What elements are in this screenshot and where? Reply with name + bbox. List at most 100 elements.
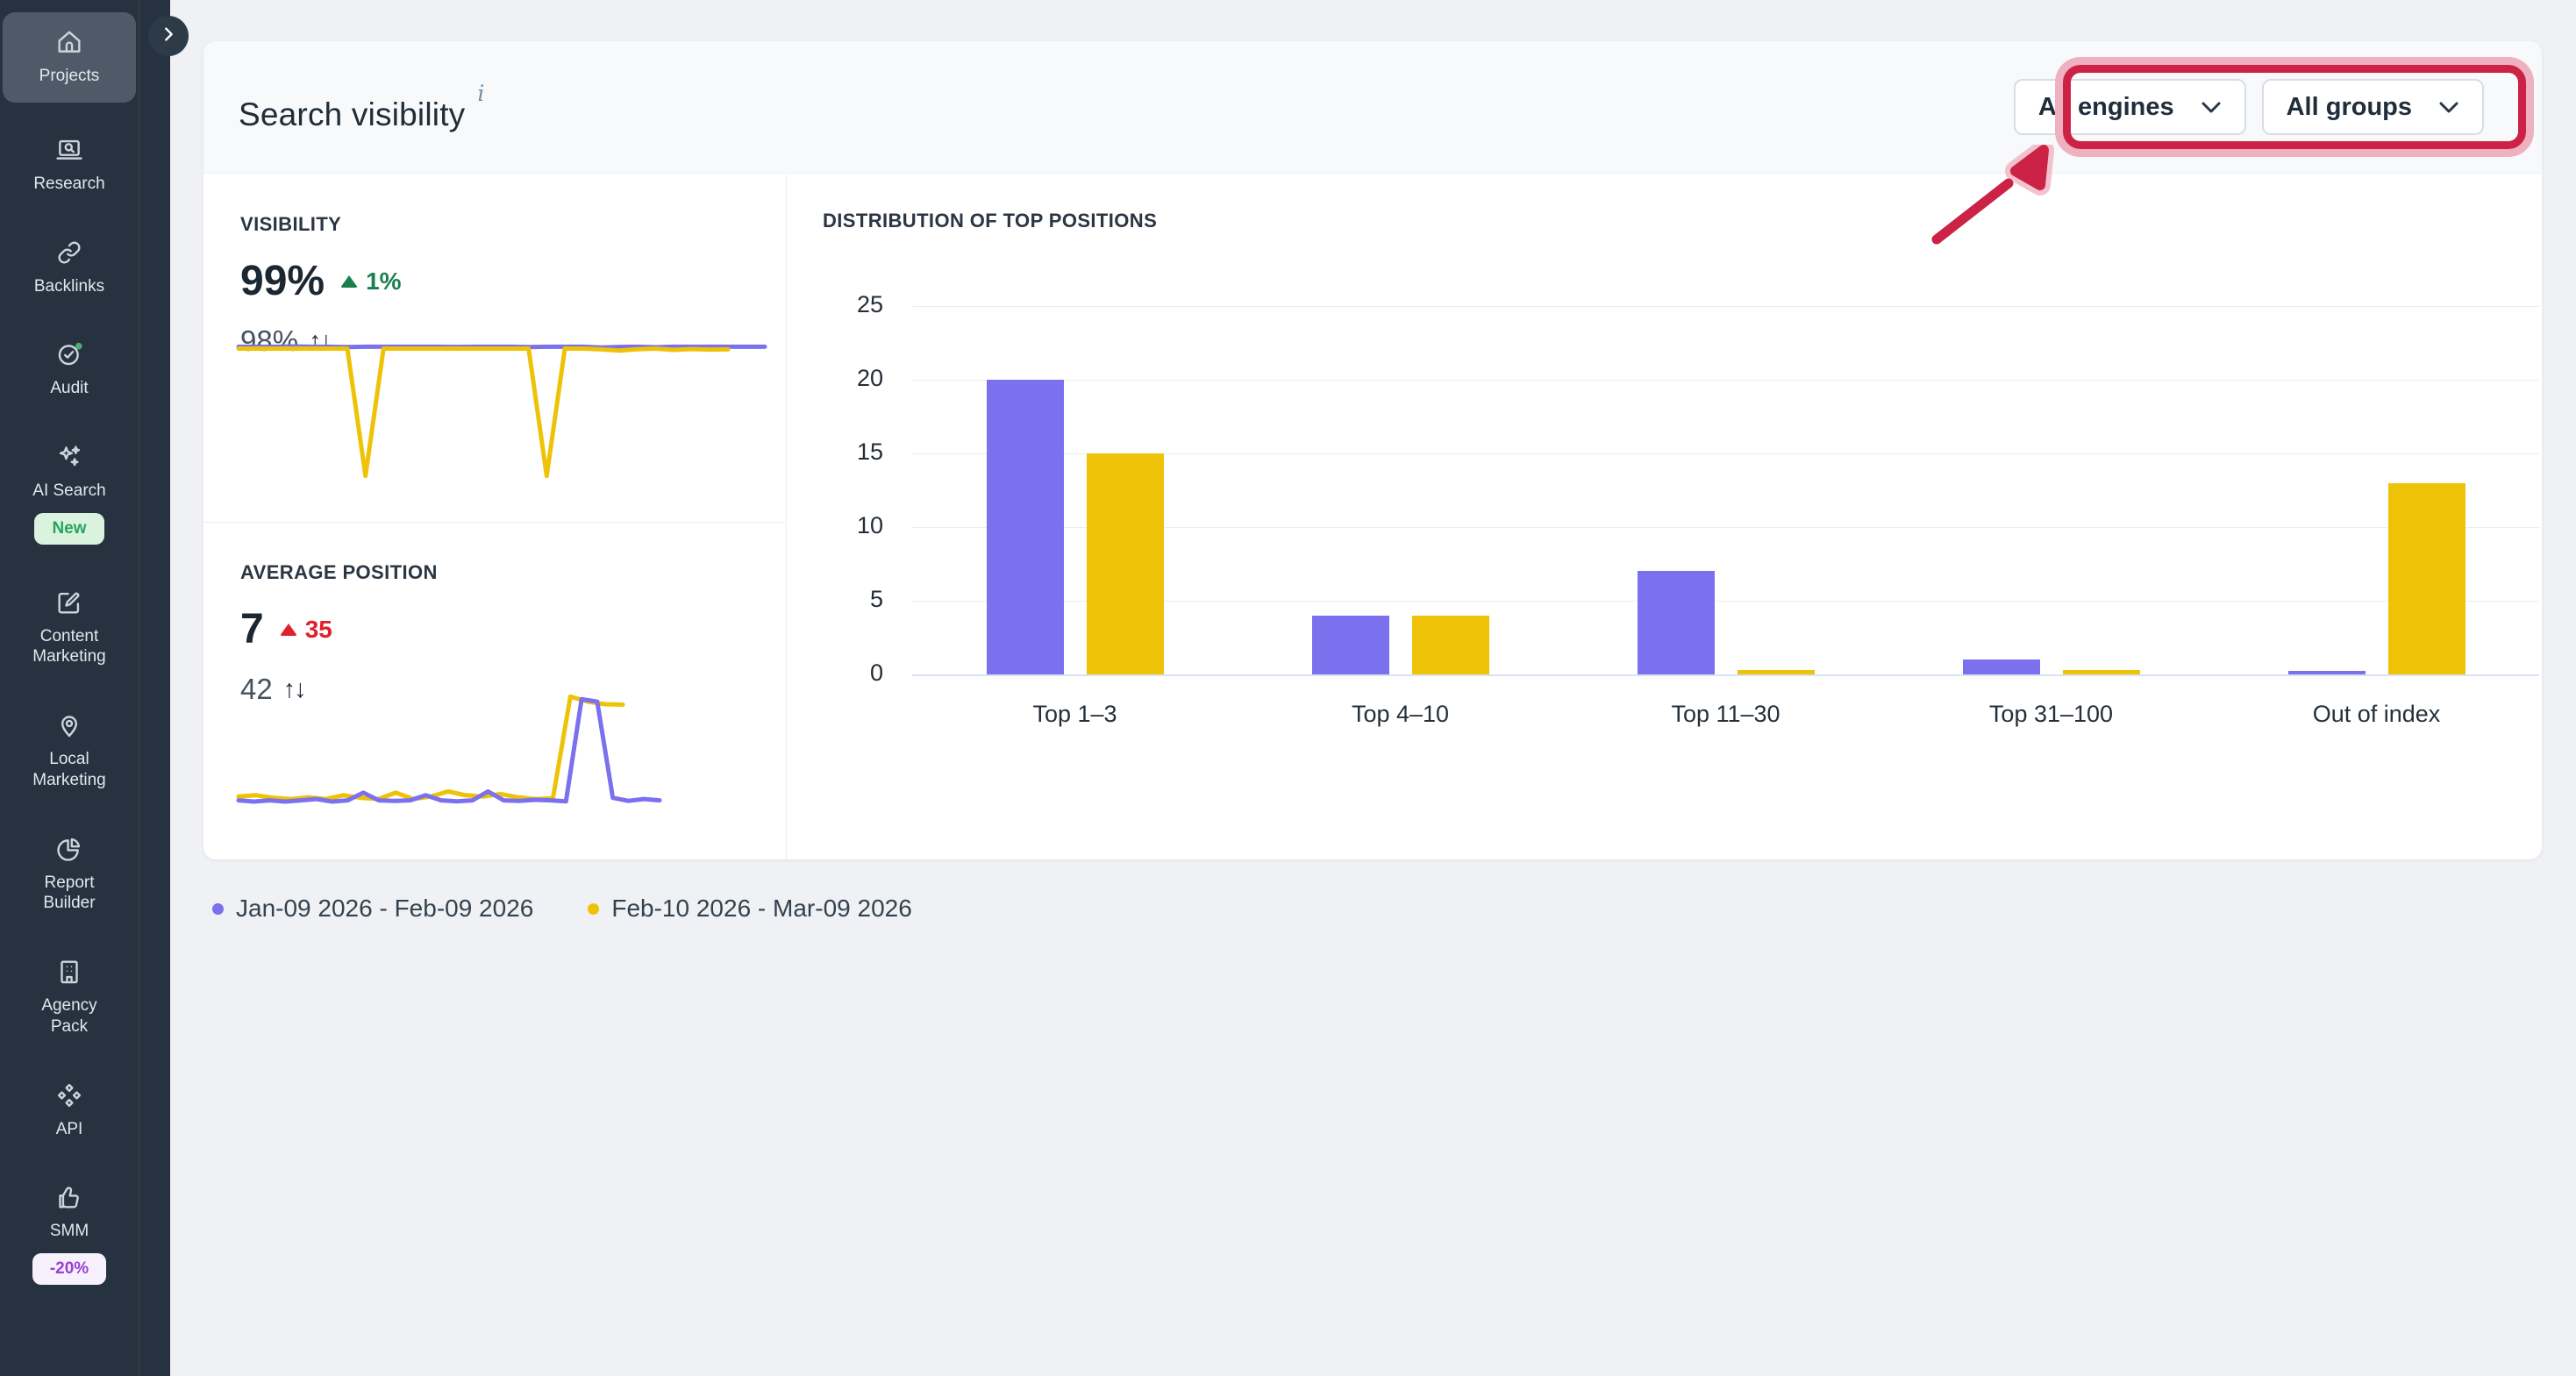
page-title: Search visibilityi: [239, 81, 485, 132]
legend-label: Feb-10 2026 - Mar-09 2026: [611, 895, 912, 922]
sparkline-series: [236, 346, 731, 479]
sidebar-item-local-marketing[interactable]: Local Marketing: [3, 699, 136, 802]
sidebar-item-agency-pack[interactable]: Agency Pack: [3, 945, 136, 1048]
bar-period2-2[interactable]: [1411, 615, 1489, 674]
legend-item-2[interactable]: Feb-10 2026 - Mar-09 2026: [588, 895, 912, 923]
engines-filter-label: All engines: [2037, 92, 2174, 121]
backlinks-icon: [54, 237, 85, 268]
bar-chart-title: DISTRIBUTION OF TOP POSITIONS: [823, 210, 1158, 232]
sidebar-item-ai-search[interactable]: AI Search New: [3, 431, 136, 555]
bar-period2-3[interactable]: [1737, 669, 1815, 674]
bar-period1-5[interactable]: [2287, 671, 2365, 674]
chevron-down-icon: [2201, 93, 2222, 122]
agency-pack-icon: [54, 956, 85, 987]
bar-period1-2[interactable]: [1311, 615, 1389, 674]
sidebar-item-label: Projects: [39, 67, 100, 85]
sidebar-expand-button[interactable]: [148, 16, 189, 56]
average-position-compare-value: 42: [240, 673, 273, 705]
sidebar-secondary-strip: [139, 0, 170, 1376]
sidebar-item-label: Agency Pack: [41, 996, 97, 1036]
y-axis-tick: 5: [869, 586, 883, 612]
info-icon[interactable]: i: [477, 81, 485, 106]
delta-up-icon: [279, 623, 297, 636]
x-axis-label: Top 1–3: [1032, 701, 1117, 727]
sidebar-item-content-marketing[interactable]: Content Marketing: [3, 576, 136, 679]
sidebar-item-label: AI Search: [32, 481, 106, 500]
bar-period1-4[interactable]: [1962, 659, 2040, 674]
legend-label: Jan-09 2026 - Feb-09 2026: [236, 895, 534, 922]
distribution-bar-chart: 25 20 15 10 5 0 Top 1–3 Top 4–10 Top 11–30 Top 31…: [857, 291, 2539, 727]
sidebar-item-label: Content Marketing: [32, 626, 106, 667]
x-axis-label: Top 4–10: [1351, 701, 1450, 727]
sidebar-badge: New: [34, 512, 104, 545]
sidebar-item-research[interactable]: Research: [3, 124, 136, 205]
x-axis-label: Top 11–30: [1671, 701, 1780, 727]
visibility-value: 99%: [240, 258, 325, 304]
visibility-compare-value: 98%: [240, 324, 299, 357]
sidebar-item-projects[interactable]: Projects: [3, 12, 136, 103]
sidebar-item-label: Report Builder: [43, 873, 96, 913]
y-axis-tick: 25: [856, 291, 883, 317]
card-header: Search visibilityi All engines All group…: [203, 41, 2542, 174]
sidebar-item-report-builder[interactable]: Report Builder: [3, 823, 136, 925]
visibility-sparkline-chart: [236, 344, 767, 479]
content-marketing-icon: [54, 587, 85, 618]
visibility-delta: 1%: [340, 267, 402, 296]
sidebar-item-backlinks[interactable]: Backlinks: [3, 226, 136, 308]
bar-period1-3[interactable]: [1637, 571, 1715, 674]
search-visibility-card: Search visibilityi All engines All group…: [203, 41, 2542, 859]
smm-icon: [54, 1181, 85, 1213]
legend-item-1[interactable]: Jan-09 2026 - Feb-09 2026: [212, 895, 533, 923]
home-icon: [54, 26, 85, 58]
ai-search-icon: [54, 441, 85, 473]
delta-up-icon: [340, 274, 359, 288]
average-position-sparkline-chart: [236, 694, 662, 804]
sort-arrows-icon[interactable]: ↑↓: [282, 674, 307, 703]
sparkline-series: [236, 694, 625, 802]
sidebar-item-label: Research: [33, 174, 105, 193]
legend-dot-icon: [212, 902, 224, 915]
engines-filter-dropdown[interactable]: All engines: [2013, 79, 2246, 135]
sparkline-series: [236, 696, 662, 804]
sidebar-nav: Projects Research Backlinks Audit AI Search N…: [0, 0, 139, 1295]
groups-filter-dropdown[interactable]: All groups: [2261, 79, 2484, 135]
report-builder-icon: [54, 833, 85, 865]
sidebar-item-audit[interactable]: Audit: [3, 328, 136, 410]
gridline: [912, 453, 2539, 454]
sidebar-item-label: Local Marketing: [32, 750, 106, 789]
x-axis-label: Top 31–100: [1988, 701, 2114, 727]
average-position-value: 7: [240, 606, 264, 652]
research-icon: [54, 134, 85, 166]
chevron-down-icon: [2438, 93, 2459, 122]
y-axis-tick: 10: [856, 512, 883, 538]
sidebar-badge: -20%: [32, 1253, 107, 1285]
visibility-metric: VISIBILITY 99% 1% 98% ↑↓: [203, 175, 786, 523]
y-axis-tick: 15: [856, 438, 883, 465]
sidebar: Projects Research Backlinks Audit AI Search N…: [0, 0, 139, 1376]
visibility-label: VISIBILITY: [240, 213, 342, 235]
x-axis-label: Out of index: [2312, 701, 2441, 727]
legend-dot-icon: [588, 902, 600, 915]
bar-period1-1[interactable]: [986, 380, 1064, 674]
bar-period2-5[interactable]: [2387, 482, 2465, 674]
sidebar-item-api[interactable]: API: [3, 1069, 136, 1151]
chevron-right-icon: [159, 25, 178, 48]
average-position-delta: 35: [279, 616, 332, 644]
gridline: [912, 306, 2539, 307]
metrics-column: VISIBILITY 99% 1% 98% ↑↓ AVERAGE POSITIO…: [203, 175, 787, 859]
average-position-metric: AVERAGE POSITION 7 35 42 ↑↓: [203, 523, 786, 859]
sidebar-item-label: Backlinks: [33, 276, 105, 296]
bar-period2-4[interactable]: [2062, 669, 2140, 674]
sidebar-item-smm[interactable]: SMM -20%: [3, 1171, 136, 1295]
gridline: [912, 527, 2539, 528]
sidebar-item-label: API: [55, 1119, 83, 1138]
average-position-label: AVERAGE POSITION: [240, 561, 438, 583]
gridline: [912, 380, 2539, 381]
bar-period2-1[interactable]: [1086, 453, 1164, 674]
audit-icon: [54, 339, 85, 370]
gridline: [912, 601, 2539, 602]
sidebar-item-label: Audit: [50, 379, 89, 398]
api-icon: [54, 1080, 85, 1111]
chart-legend: Jan-09 2026 - Feb-09 2026 Feb-10 2026 - M…: [212, 895, 912, 923]
local-marketing-icon: [54, 709, 85, 741]
